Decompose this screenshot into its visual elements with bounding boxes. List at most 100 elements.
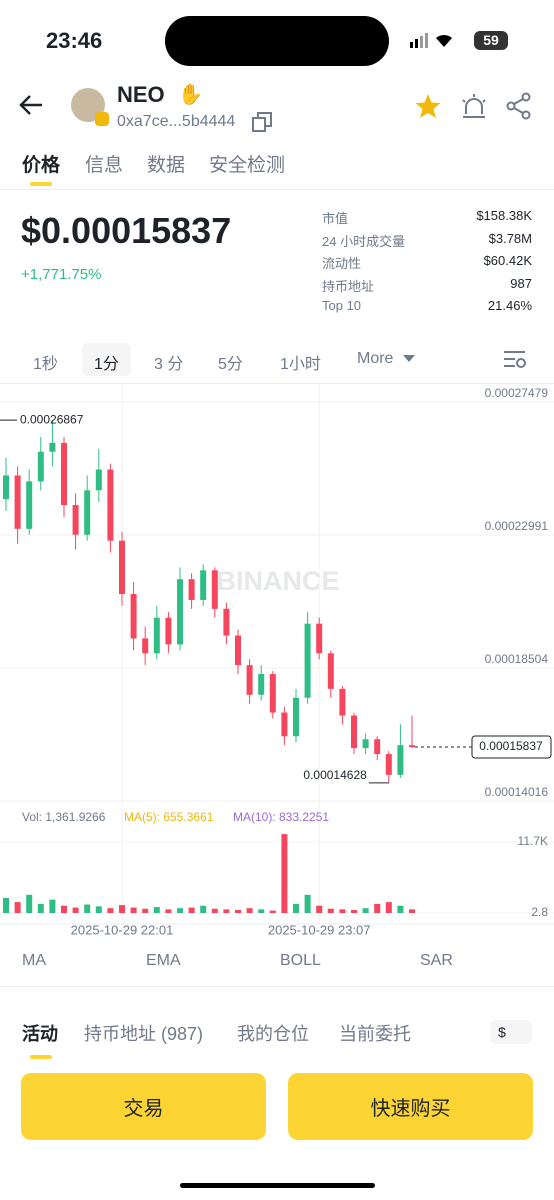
price: $0.00015837 [21,210,232,251]
candle-body [153,617,160,654]
interval[interactable]: 1小时 [280,356,321,373]
tab-indicator [30,1055,52,1059]
volume-bar [14,902,21,914]
candle-body [3,475,9,500]
volume-bar [61,905,67,914]
volume-bar [211,908,218,914]
last-price-label: 0.00015837 [479,739,543,753]
indicator[interactable]: EMA [146,952,181,969]
candle-body [61,442,67,506]
volume-bar [327,908,334,914]
quick-buy-button[interactable]: 快速购买 [288,1073,533,1140]
volume-bar [84,904,91,914]
volume-bar [246,908,253,914]
copy-button[interactable] [252,112,272,132]
volume-bar [130,907,137,914]
volume-bar [37,903,44,914]
chart-settings[interactable] [503,349,527,369]
back-button[interactable] [18,93,44,117]
watermark: BINANCE [216,566,339,596]
indicator[interactable]: SAR [420,952,453,969]
token-address: 0xa7ce...5b4444 [117,113,236,130]
divider [0,383,554,384]
status-time: 23:46 [46,28,103,53]
bottom-tab[interactable]: 我的仓位 [237,1024,309,1044]
bottom-tab[interactable]: 活动 [22,1024,58,1044]
candle-body [269,674,276,713]
volume-bar [269,910,276,914]
stat-value: $60.42K [483,253,532,268]
interval[interactable]: 1秒 [33,356,58,373]
volume-tick-label: 2.8 [531,905,548,919]
volume-bar [142,908,149,914]
bottom-tab[interactable]: 当前委托 [339,1024,411,1044]
volume-bar [153,906,160,914]
candle-body [37,451,44,482]
candle-body [362,739,369,749]
ma10-label: MA(10): 833.2251 [233,810,329,824]
volume-bar [3,897,9,914]
candle-body [72,505,79,535]
candle-body [211,570,218,609]
volume-bar [397,905,404,914]
candle-body [84,490,91,535]
volume-bar [304,894,311,914]
volume-bar [374,903,381,914]
stat-label: Top 10 [322,298,362,313]
volume-bar [293,903,299,914]
volume-bar [351,909,357,914]
candle-body [281,712,288,737]
favorite-button[interactable] [414,93,442,119]
divider [0,189,554,190]
candle-body [165,617,172,645]
volume-bar [26,894,33,914]
dropdown-arrow [403,355,415,362]
candle-body [409,745,415,748]
volume-bar [188,907,195,914]
candle-body [327,653,334,689]
candle-body [293,697,299,737]
candle-body [246,665,253,695]
volume-bar [165,909,172,914]
y-tick-label: 0.00014016 [485,785,549,799]
ma5-label: MA(5): 655.3661 [124,810,214,824]
interval[interactable]: More [357,350,394,367]
tab[interactable]: 安全检测 [209,155,286,176]
low-label: 0.00014628 [303,768,367,782]
bottom-tab[interactable]: 持币地址 (987) [84,1024,204,1044]
volume-bar [107,908,114,914]
volume-bar [72,907,79,914]
alert-button[interactable] [460,92,488,120]
hand-icon: ✋ [178,84,203,106]
trade-button[interactable]: 交易 [21,1073,266,1140]
tab[interactable]: 数据 [147,155,186,176]
volume-bar [339,909,346,914]
chain-badge [95,112,109,126]
share-button[interactable] [505,92,533,120]
candle-body [351,715,357,749]
volume-label: Vol: 1,361.9266 [22,810,106,824]
high-label: 0.00026867 [20,412,84,426]
interval[interactable]: 3 分 [154,356,184,373]
volume-bar [119,905,125,914]
candle-body [49,442,56,452]
currency-toggle[interactable]: $ [490,1020,532,1044]
battery: 59 [474,31,508,50]
home-indicator [180,1183,375,1188]
tab[interactable]: 信息 [85,155,124,176]
stat-label: 持币地址 [322,278,375,294]
stat-value: 21.46% [487,298,532,313]
indicator[interactable]: MA [22,952,46,969]
candle-body [142,638,149,654]
volume-bar [362,908,369,914]
candle-body [316,623,323,654]
interval[interactable]: 1分 [94,356,119,373]
indicator[interactable]: BOLL [280,952,321,969]
x-tick-label: 2025-10-29 22:01 [71,922,174,937]
candle-body [258,674,265,695]
interval[interactable]: 5分 [218,356,243,373]
stat-label: 流动性 [322,256,362,271]
volume-bar [177,908,183,914]
tab[interactable]: 价格 [22,155,61,176]
